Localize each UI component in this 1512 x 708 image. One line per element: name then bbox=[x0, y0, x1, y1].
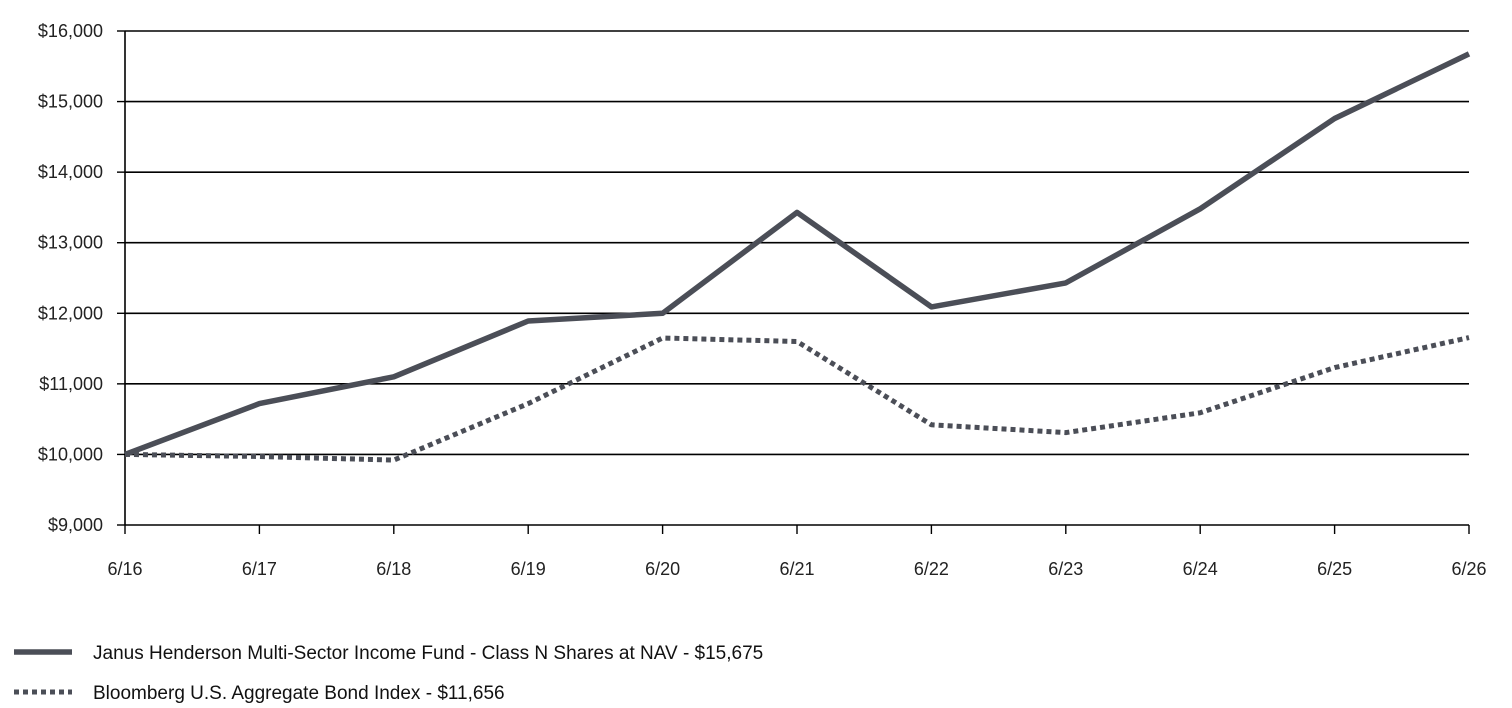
y-tick-label: $12,000 bbox=[38, 303, 103, 323]
x-tick-label: 6/20 bbox=[645, 559, 680, 579]
y-axis-tick-labels: $9,000 $10,000 $11,000 $12,000 $13,000 $14,00… bbox=[38, 21, 103, 535]
x-tick-label: 6/23 bbox=[1048, 559, 1083, 579]
axes bbox=[117, 30, 1470, 534]
y-tick-label: $10,000 bbox=[38, 444, 103, 464]
y-tick-label: $11,000 bbox=[39, 374, 103, 394]
x-tick-label: 6/18 bbox=[376, 559, 411, 579]
y-tick-label: $14,000 bbox=[38, 162, 103, 182]
x-tick-label: 6/17 bbox=[242, 559, 277, 579]
x-tick-label: 6/21 bbox=[779, 559, 814, 579]
y-tick-label: $15,000 bbox=[38, 92, 103, 112]
x-tick-label: 6/19 bbox=[511, 559, 546, 579]
x-tick-label: 6/25 bbox=[1317, 559, 1352, 579]
x-tick-label: 6/26 bbox=[1451, 559, 1486, 579]
x-tick-label: 6/16 bbox=[107, 559, 142, 579]
fund-series-line bbox=[124, 51, 1471, 457]
legend-item: Bloomberg U.S. Aggregate Bond Index - $1… bbox=[14, 683, 505, 704]
legend-label: Janus Henderson Multi-Sector Income Fund… bbox=[93, 643, 763, 664]
x-axis-tick-labels: 6/16 6/17 6/18 6/19 6/20 6/21 6/22 6/23 6/24 6/25… bbox=[107, 559, 1486, 579]
legend-label: Bloomberg U.S. Aggregate Bond Index - $1… bbox=[93, 683, 505, 704]
x-tick-label: 6/24 bbox=[1183, 559, 1218, 579]
y-tick-label: $9,000 bbox=[48, 515, 103, 535]
legend-item: Janus Henderson Multi-Sector Income Fund… bbox=[14, 643, 763, 664]
y-tick-label: $16,000 bbox=[38, 21, 103, 41]
index-series-line bbox=[124, 335, 1470, 463]
x-tick-label: 6/22 bbox=[914, 559, 949, 579]
series-lines bbox=[124, 51, 1471, 463]
y-tick-label: $13,000 bbox=[38, 233, 103, 253]
legend: Janus Henderson Multi-Sector Income Fund… bbox=[14, 643, 763, 704]
